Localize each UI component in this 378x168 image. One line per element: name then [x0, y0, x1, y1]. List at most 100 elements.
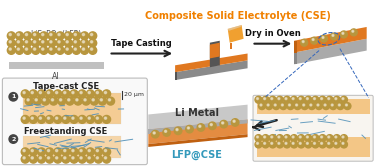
Circle shape — [307, 142, 308, 144]
Circle shape — [94, 148, 102, 156]
Circle shape — [39, 91, 42, 94]
Circle shape — [104, 157, 107, 159]
Circle shape — [262, 96, 269, 103]
Circle shape — [58, 33, 60, 36]
Circle shape — [96, 157, 99, 159]
Circle shape — [255, 135, 262, 141]
Circle shape — [292, 142, 294, 144]
Circle shape — [56, 46, 64, 54]
Circle shape — [23, 91, 25, 94]
Circle shape — [42, 41, 44, 43]
Polygon shape — [294, 39, 367, 64]
Circle shape — [262, 135, 269, 141]
Polygon shape — [294, 53, 297, 64]
Bar — [23, 136, 121, 158]
Circle shape — [84, 99, 86, 101]
Circle shape — [40, 46, 48, 54]
Circle shape — [64, 117, 66, 119]
Circle shape — [56, 39, 64, 47]
Circle shape — [108, 99, 111, 101]
Circle shape — [50, 97, 57, 105]
Circle shape — [313, 98, 316, 100]
Circle shape — [34, 33, 36, 36]
Circle shape — [15, 39, 23, 47]
Circle shape — [94, 115, 102, 123]
Circle shape — [255, 141, 262, 148]
Circle shape — [62, 155, 70, 163]
Circle shape — [70, 115, 78, 123]
Text: LFP@CSE: LFP@CSE — [172, 150, 222, 160]
Circle shape — [86, 115, 94, 123]
Circle shape — [333, 96, 340, 103]
Circle shape — [312, 39, 314, 40]
Circle shape — [307, 98, 308, 100]
Circle shape — [104, 150, 107, 152]
Circle shape — [73, 46, 81, 54]
Circle shape — [31, 91, 33, 94]
Circle shape — [74, 33, 76, 36]
Circle shape — [284, 96, 290, 103]
Circle shape — [80, 157, 82, 159]
Circle shape — [74, 97, 82, 105]
Circle shape — [32, 39, 40, 47]
Circle shape — [209, 122, 216, 130]
Circle shape — [50, 48, 52, 50]
Circle shape — [33, 97, 41, 105]
Circle shape — [82, 97, 90, 105]
Circle shape — [322, 103, 330, 110]
Circle shape — [103, 90, 111, 98]
Circle shape — [321, 136, 322, 138]
Circle shape — [37, 155, 45, 163]
Circle shape — [29, 115, 37, 123]
Circle shape — [332, 34, 334, 36]
Circle shape — [321, 142, 322, 144]
Circle shape — [350, 29, 357, 36]
Circle shape — [333, 135, 340, 141]
Circle shape — [64, 39, 72, 47]
Circle shape — [311, 37, 318, 44]
Circle shape — [39, 150, 42, 152]
Circle shape — [81, 46, 88, 54]
Circle shape — [56, 150, 58, 152]
Polygon shape — [228, 25, 242, 31]
Circle shape — [70, 90, 78, 98]
Polygon shape — [148, 129, 150, 134]
Circle shape — [313, 136, 316, 138]
Circle shape — [305, 135, 312, 141]
Circle shape — [312, 96, 319, 103]
Text: Freestanding CSE: Freestanding CSE — [24, 127, 107, 136]
Circle shape — [25, 41, 28, 43]
Circle shape — [312, 141, 319, 148]
Circle shape — [62, 115, 70, 123]
Polygon shape — [294, 27, 367, 53]
Polygon shape — [294, 41, 297, 53]
Polygon shape — [230, 43, 232, 49]
Circle shape — [46, 148, 54, 156]
Circle shape — [341, 135, 347, 141]
Circle shape — [64, 91, 66, 94]
Circle shape — [23, 150, 25, 152]
Circle shape — [271, 142, 273, 144]
Circle shape — [278, 136, 280, 138]
Circle shape — [72, 91, 74, 94]
Circle shape — [80, 117, 82, 119]
Circle shape — [17, 33, 19, 36]
Circle shape — [72, 150, 74, 152]
Circle shape — [164, 130, 167, 132]
Circle shape — [333, 141, 340, 148]
Circle shape — [186, 125, 193, 133]
Polygon shape — [175, 60, 248, 80]
Circle shape — [89, 39, 97, 47]
Circle shape — [88, 150, 90, 152]
Bar — [257, 137, 370, 157]
Circle shape — [321, 98, 322, 100]
Circle shape — [62, 90, 70, 98]
Circle shape — [104, 117, 107, 119]
Circle shape — [222, 122, 224, 124]
Circle shape — [42, 48, 44, 50]
Circle shape — [47, 91, 50, 94]
Circle shape — [96, 91, 99, 94]
Circle shape — [319, 135, 326, 141]
FancyBboxPatch shape — [2, 78, 147, 165]
Circle shape — [21, 115, 29, 123]
